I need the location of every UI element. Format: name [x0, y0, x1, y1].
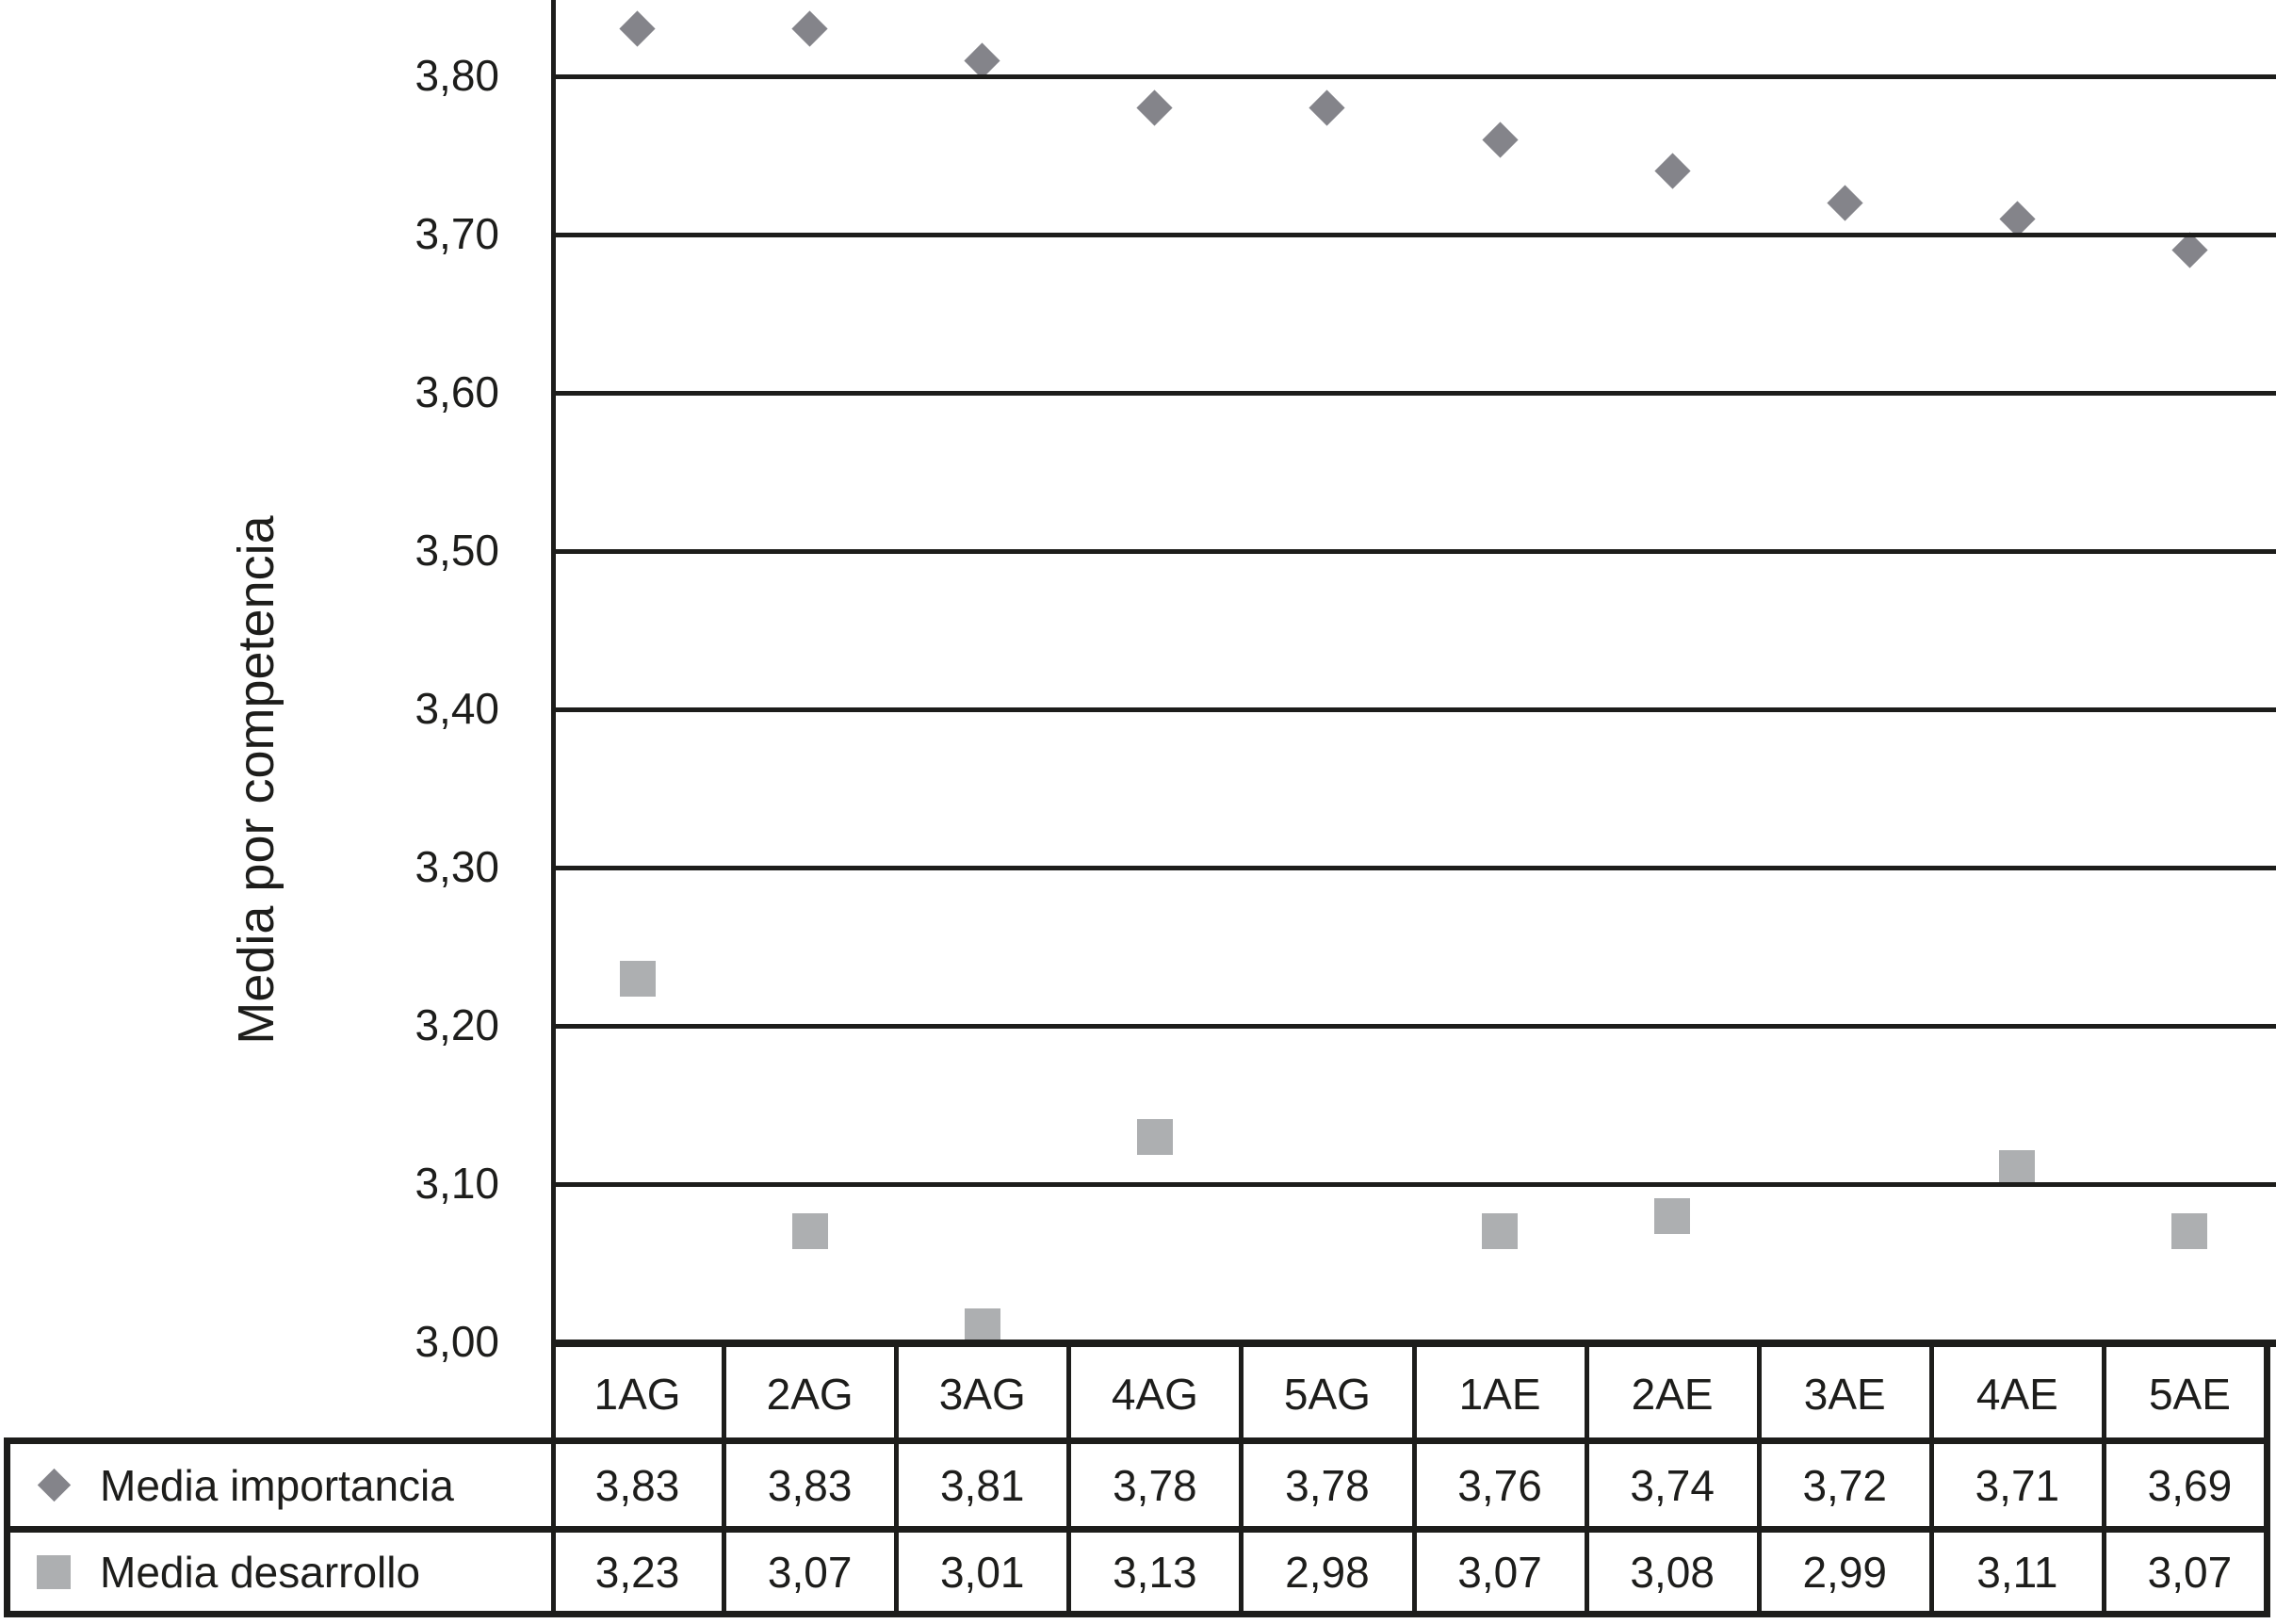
- y-axis-line: [551, 0, 556, 1617]
- cell-media-desarrollo-2ae: 3,08: [1630, 1547, 1715, 1597]
- point-media-importancia-1ag: [619, 10, 656, 47]
- point-media-importancia-1ae: [1481, 122, 1519, 158]
- point-media-importancia-5ae: [2171, 232, 2208, 268]
- table-column-separator-8: [1928, 1342, 1934, 1614]
- cell-media-desarrollo-4ae: 3,11: [1976, 1547, 2058, 1597]
- point-media-desarrollo-1ae: [1482, 1213, 1519, 1250]
- cell-media-desarrollo-4ag: 3,13: [1113, 1547, 1197, 1597]
- table-border-left: [4, 1437, 10, 1617]
- y-tick-3-30: 3,30: [415, 842, 499, 891]
- table-column-separator-7: [1756, 1342, 1762, 1614]
- column-header-2ae: 2AE: [1631, 1369, 1714, 1419]
- column-header-5ag: 5AG: [1283, 1369, 1371, 1419]
- gridline-3-70: [551, 233, 2276, 237]
- gridline-3-40: [551, 707, 2276, 712]
- gridline-3-60: [551, 391, 2276, 396]
- cell-media-desarrollo-1ae: 3,07: [1457, 1547, 1542, 1597]
- y-tick-3-10: 3,10: [415, 1159, 499, 1208]
- table-rule-header-bottom: [4, 1437, 2270, 1444]
- cell-media-importancia-2ae: 3,74: [1630, 1460, 1715, 1510]
- point-media-importancia-5ag: [1309, 89, 1346, 126]
- gridline-3-50: [551, 549, 2276, 554]
- y-axis-title: Media por competencia: [228, 515, 284, 1045]
- table-column-separator-5: [1411, 1342, 1417, 1614]
- cell-media-importancia-4ag: 3,78: [1113, 1460, 1197, 1510]
- point-media-desarrollo-2ag: [791, 1213, 828, 1250]
- legend-media-desarrollo: Media desarrollo: [4, 1533, 551, 1611]
- cell-media-importancia-1ae: 3,76: [1457, 1460, 1542, 1510]
- y-tick-3-20: 3,20: [415, 1000, 499, 1049]
- point-media-importancia-3ag: [964, 42, 1000, 79]
- cell-media-importancia-1ag: 3,83: [594, 1460, 680, 1510]
- cell-media-desarrollo-5ag: 2,98: [1285, 1547, 1370, 1597]
- table-border-right: [2264, 1342, 2270, 1617]
- cell-media-importancia-5ag: 3,78: [1285, 1460, 1370, 1510]
- table-column-separator-6: [1584, 1342, 1589, 1614]
- cell-media-importancia-2ag: 3,83: [767, 1460, 853, 1510]
- table-column-separator-3: [1066, 1342, 1072, 1614]
- column-header-4ag: 4AG: [1111, 1369, 1198, 1419]
- table-rule-row-separator: [4, 1526, 2270, 1533]
- point-media-desarrollo-1ag: [619, 960, 656, 997]
- table-rule-bottom: [4, 1611, 2270, 1617]
- square-icon: [24, 1554, 83, 1589]
- cell-media-importancia-4ae: 3,71: [1975, 1460, 2060, 1510]
- y-tick-3-80: 3,80: [415, 51, 499, 100]
- point-media-desarrollo-3ag: [964, 1308, 1000, 1345]
- diamond-icon: [24, 1468, 83, 1502]
- y-tick-3-60: 3,60: [415, 367, 499, 416]
- gridline-3-10: [551, 1182, 2276, 1187]
- column-header-1ag: 1AG: [593, 1369, 681, 1419]
- point-media-desarrollo-2ae: [1654, 1197, 1691, 1234]
- cell-media-desarrollo-2ag: 3,07: [767, 1547, 853, 1597]
- column-header-1ae: 1AE: [1458, 1369, 1541, 1419]
- point-media-importancia-2ag: [791, 10, 828, 47]
- table-column-separator-9: [2101, 1342, 2106, 1614]
- cell-media-importancia-5ae: 3,69: [2147, 1460, 2233, 1510]
- point-media-importancia-3ae: [1827, 185, 1863, 221]
- cell-media-desarrollo-3ae: 2,99: [1802, 1547, 1887, 1597]
- legend-label: Media importancia: [100, 1460, 454, 1510]
- y-tick-3-70: 3,70: [415, 209, 499, 258]
- point-media-desarrollo-5ae: [2171, 1213, 2208, 1250]
- table-column-separator-2: [894, 1342, 900, 1614]
- legend-label: Media desarrollo: [100, 1547, 421, 1597]
- y-tick-3-50: 3,50: [415, 526, 499, 575]
- cell-media-importancia-3ae: 3,72: [1802, 1460, 1887, 1510]
- point-media-desarrollo-4ag: [1136, 1118, 1173, 1155]
- cell-media-desarrollo-1ag: 3,23: [594, 1547, 680, 1597]
- y-tick-3-40: 3,40: [415, 684, 499, 733]
- y-tick-3-00: 3,00: [415, 1317, 499, 1366]
- column-header-2ag: 2AG: [766, 1369, 854, 1419]
- column-header-4ae: 4AE: [1975, 1369, 2058, 1419]
- cell-media-importancia-3ag: 3,81: [939, 1460, 1025, 1510]
- column-header-3ae: 3AE: [1803, 1369, 1886, 1419]
- cell-media-desarrollo-5ae: 3,07: [2147, 1547, 2233, 1597]
- column-header-3ag: 3AG: [938, 1369, 1026, 1419]
- gridline-3-80: [551, 74, 2276, 79]
- legend-media-importancia: Media importancia: [4, 1444, 551, 1526]
- gridline-3-30: [551, 866, 2276, 870]
- table-column-separator-4: [1239, 1342, 1244, 1614]
- plot-area: [551, 0, 2276, 1347]
- point-media-importancia-4ag: [1136, 89, 1173, 126]
- cell-media-desarrollo-3ag: 3,01: [939, 1547, 1025, 1597]
- point-media-desarrollo-4ae: [1999, 1150, 2036, 1187]
- column-header-5ae: 5AE: [2148, 1369, 2231, 1419]
- point-media-importancia-4ae: [1999, 201, 2036, 237]
- point-media-importancia-2ae: [1654, 153, 1691, 189]
- gridline-3-20: [551, 1024, 2276, 1029]
- table-column-separator-1: [722, 1342, 727, 1614]
